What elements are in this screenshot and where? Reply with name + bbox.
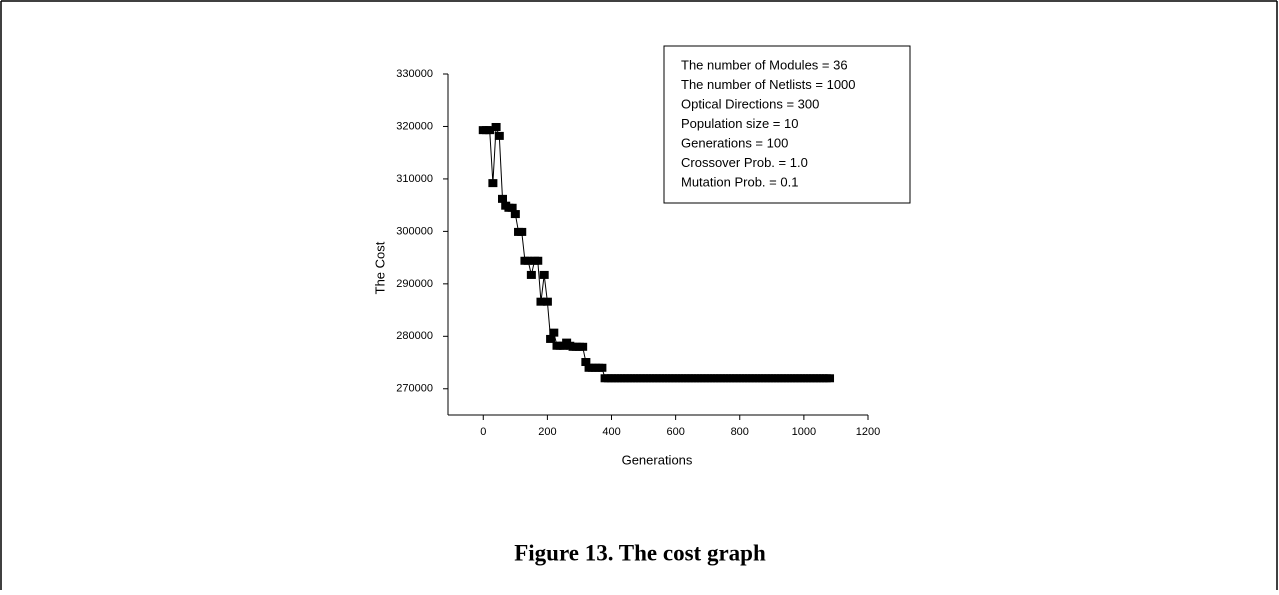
data-point [517, 227, 527, 236]
annotation-line: Population size = 10 [681, 116, 798, 131]
data-point [488, 179, 498, 188]
x-tick-label: 800 [731, 426, 749, 438]
y-tick-label: 330000 [396, 68, 433, 80]
y-tick-label: 270000 [396, 383, 433, 395]
figure-caption: Figure 13. The cost graph [514, 540, 766, 565]
y-tick-label: 310000 [396, 173, 433, 185]
y-tick-label: 300000 [396, 225, 433, 237]
x-axis-label: Generations [622, 452, 693, 467]
data-point [536, 297, 546, 306]
data-point [498, 194, 508, 203]
data-point [546, 334, 556, 343]
annotation-line: The number of Modules = 36 [681, 57, 848, 72]
data-point [485, 126, 495, 135]
data-point [542, 297, 552, 306]
data-point [533, 256, 543, 265]
data-point [578, 342, 588, 351]
x-tick-label: 600 [666, 426, 684, 438]
x-tick-label: 0 [480, 426, 486, 438]
x-tick-label: 1000 [792, 426, 816, 438]
y-tick-label: 280000 [396, 330, 433, 342]
x-tick-label: 1200 [856, 426, 880, 438]
data-point [526, 270, 536, 279]
data-point [549, 328, 559, 337]
data-point [581, 358, 591, 367]
data-point [491, 122, 501, 131]
annotation-line: Generations = 100 [681, 135, 788, 150]
data-point [510, 210, 520, 219]
annotation-line: The number of Netlists = 1000 [681, 77, 856, 92]
x-tick-label: 400 [602, 426, 620, 438]
data-point [539, 270, 549, 279]
data-point [494, 131, 504, 140]
y-axis-label: The Cost [372, 241, 387, 294]
data-point [523, 256, 533, 265]
y-tick-label: 320000 [396, 120, 433, 132]
annotation-line: Optical Directions = 300 [681, 96, 819, 111]
data-point [507, 203, 517, 212]
data-point [597, 363, 607, 372]
annotation-box [663, 45, 911, 204]
data-point [825, 374, 835, 383]
x-tick-label: 200 [538, 426, 556, 438]
annotation-line: Mutation Prob. = 0.1 [681, 174, 798, 189]
annotation-line: Crossover Prob. = 1.0 [681, 155, 808, 170]
y-tick-label: 290000 [396, 278, 433, 290]
